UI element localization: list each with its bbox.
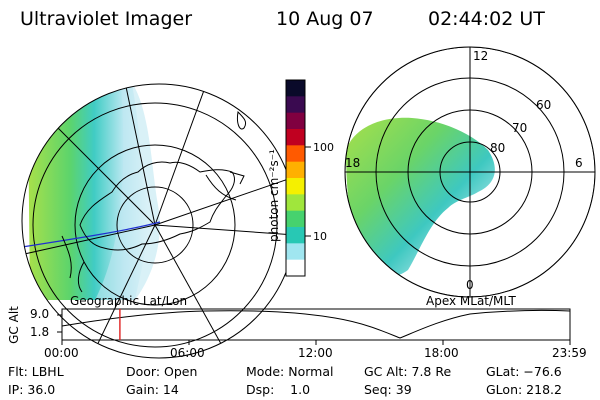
coastline [79, 161, 235, 251]
right-aurora-band [346, 117, 495, 277]
timeline-tick-0000: 00:00 [44, 346, 79, 360]
colorbar-segment [286, 80, 305, 97]
colorbar-segment [286, 178, 305, 195]
colorbar-segment [286, 145, 305, 163]
timeline-ytick-top: 9.0 [30, 307, 50, 321]
observation-time: 02:44:02 UT [428, 8, 545, 30]
info-dsp: Dsp: 1.0 [246, 382, 311, 397]
mlt-label-0: 0 [466, 278, 474, 292]
observation-date: 10 Aug 07 [276, 8, 374, 30]
colorbar-segment [286, 259, 305, 277]
magnetic-caption: Apex MLat/MLT [426, 294, 516, 308]
mlat-label-80: 80 [490, 141, 505, 155]
colorbar-segment [286, 227, 305, 244]
timeline-tick-2359: 23:59 [552, 346, 587, 360]
colorbar-segment [286, 194, 305, 212]
info-door: Door: Open [126, 364, 198, 379]
altitude-timeline [57, 308, 571, 345]
colorbar-segment [286, 243, 305, 261]
right-panel-border [344, 46, 596, 298]
info-glon: GLon: 218.2 [486, 382, 562, 397]
instrument-title: Ultraviolet Imager [20, 8, 193, 30]
mlt-label-18: 18 [345, 156, 360, 170]
colorbar-segment [286, 210, 305, 228]
info-gain: Gain: 14 [126, 382, 179, 397]
info-glat: GLat: −76.6 [486, 364, 562, 379]
mlt-label-6: 6 [575, 156, 583, 170]
colorbar-segment [286, 112, 305, 130]
colorbar-segment [286, 96, 305, 114]
info-mode: Mode: Normal [246, 364, 334, 379]
info-filter: Flt: LBHL [8, 364, 64, 379]
terminator-line [22, 221, 161, 248]
colorbar-segment [286, 161, 305, 179]
timeline-ylabel: GC Alt [7, 306, 21, 344]
timeline-tick-1800: 18:00 [424, 346, 459, 360]
colorbar-tick-100: 100 [313, 141, 334, 154]
geographic-caption: Geographic Lat/Lon [70, 294, 188, 308]
left-aurora-haze [95, 84, 160, 300]
magnetic-map: 12 18 6 0 60 70 80 [344, 46, 596, 298]
timeline-tick-1200: 12:00 [298, 346, 333, 360]
info-seq: Seq: 39 [364, 382, 412, 397]
info-ip: IP: 36.0 [8, 382, 56, 397]
mlat-label-70: 70 [512, 121, 527, 135]
altitude-curve [61, 309, 571, 339]
timeline-ytick-bottom: 1.8 [30, 325, 50, 339]
colorbar-segment [286, 129, 305, 146]
colorbar: 100 10 photon cm⁻²s⁻¹ [267, 79, 334, 277]
mlat-label-60: 60 [536, 98, 551, 112]
colorbar-unit-label: photon cm⁻²s⁻¹ [267, 149, 281, 242]
timeline-tick-0600: 06:00 [170, 346, 205, 360]
info-gc-alt: GC Alt: 7.8 Re [364, 364, 452, 379]
mlt-label-12: 12 [473, 49, 488, 63]
colorbar-tick-10: 10 [313, 230, 327, 243]
